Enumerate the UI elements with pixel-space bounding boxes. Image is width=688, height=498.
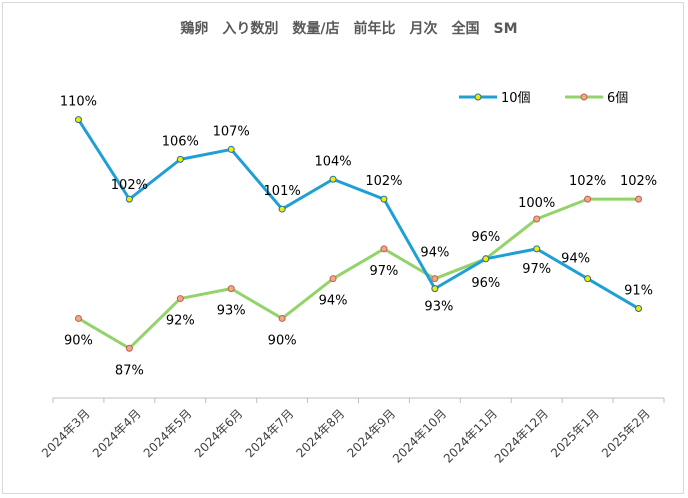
- data-label: 106%: [162, 134, 199, 149]
- data-label: 94%: [319, 294, 348, 309]
- x-tick-label: 2024年7月: [243, 406, 297, 460]
- legend-marker-6: [580, 93, 588, 101]
- data-point: [176, 295, 184, 303]
- data-label: 110%: [60, 95, 97, 110]
- data-point: [380, 195, 388, 203]
- data-point: [584, 195, 592, 203]
- data-point: [329, 175, 337, 183]
- legend-label-10: 10個: [501, 91, 531, 106]
- data-label: 102%: [620, 174, 657, 189]
- data-point: [431, 285, 439, 293]
- x-tick-label: 2024年3月: [39, 406, 93, 460]
- data-label: 87%: [115, 363, 144, 378]
- data-point: [227, 145, 235, 153]
- legend-label-6: 6個: [607, 91, 628, 106]
- data-label: 91%: [624, 284, 653, 299]
- data-point: [74, 314, 82, 322]
- legend: 10個 6個: [459, 91, 628, 106]
- data-point: [482, 255, 490, 263]
- chart-frame: [2, 2, 684, 494]
- chart-title: 鶏卵 入り数別 数量/店 前年比 月次 全国 SM: [180, 20, 517, 37]
- data-label: 93%: [217, 304, 246, 319]
- data-label: 96%: [471, 230, 500, 245]
- x-tick-label: 2024年6月: [192, 406, 246, 460]
- data-label: 104%: [314, 154, 351, 169]
- data-label: 97%: [370, 264, 399, 279]
- x-tick-label: 2024年5月: [141, 406, 195, 460]
- x-axis: 2024年3月2024年4月2024年5月2024年6月2024年7月2024年…: [39, 397, 665, 466]
- data-label: 101%: [264, 184, 301, 199]
- data-point: [227, 285, 235, 293]
- data-label: 90%: [268, 333, 297, 348]
- data-labels: 110% 102% 106% 107% 101% 104% 102% 93% 96% 97% 94%…: [60, 95, 657, 379]
- data-point: [125, 195, 133, 203]
- data-point: [278, 205, 286, 213]
- data-point: [431, 275, 439, 283]
- data-label: 94%: [420, 246, 449, 261]
- data-point: [635, 305, 643, 313]
- x-tick-label: 2024年11月: [441, 406, 500, 465]
- data-label: 90%: [64, 333, 93, 348]
- data-point: [278, 314, 286, 322]
- data-point: [176, 155, 184, 163]
- data-label: 94%: [561, 252, 590, 267]
- series-lines: [74, 116, 643, 352]
- x-tick-label: 2024年12月: [492, 406, 551, 465]
- data-point: [74, 116, 82, 124]
- series-line-10: [77, 118, 640, 310]
- x-tick-label: 2024年10月: [390, 406, 449, 465]
- data-label: 92%: [166, 314, 195, 329]
- data-label: 93%: [424, 300, 453, 315]
- data-point: [125, 344, 133, 352]
- legend-marker-10: [474, 93, 482, 101]
- data-label: 107%: [213, 124, 250, 139]
- x-tick-label: 2024年4月: [90, 406, 144, 460]
- data-label: 96%: [471, 276, 500, 291]
- data-label: 97%: [522, 262, 551, 277]
- data-point: [533, 245, 541, 253]
- x-tick-label: 2025年2月: [599, 406, 653, 460]
- x-tick-label: 2024年9月: [344, 406, 398, 460]
- data-label: 102%: [569, 174, 606, 189]
- x-tick-label: 2024年8月: [294, 406, 348, 460]
- data-label: 102%: [365, 174, 402, 189]
- data-label: 102%: [111, 178, 148, 193]
- series-line-6: [77, 197, 639, 350]
- data-point: [533, 215, 541, 223]
- x-tick-label: 2025年1月: [548, 406, 602, 460]
- data-point: [584, 275, 592, 283]
- data-point: [329, 275, 337, 283]
- data-point: [380, 245, 388, 253]
- data-label: 100%: [518, 196, 555, 211]
- data-point: [635, 195, 643, 203]
